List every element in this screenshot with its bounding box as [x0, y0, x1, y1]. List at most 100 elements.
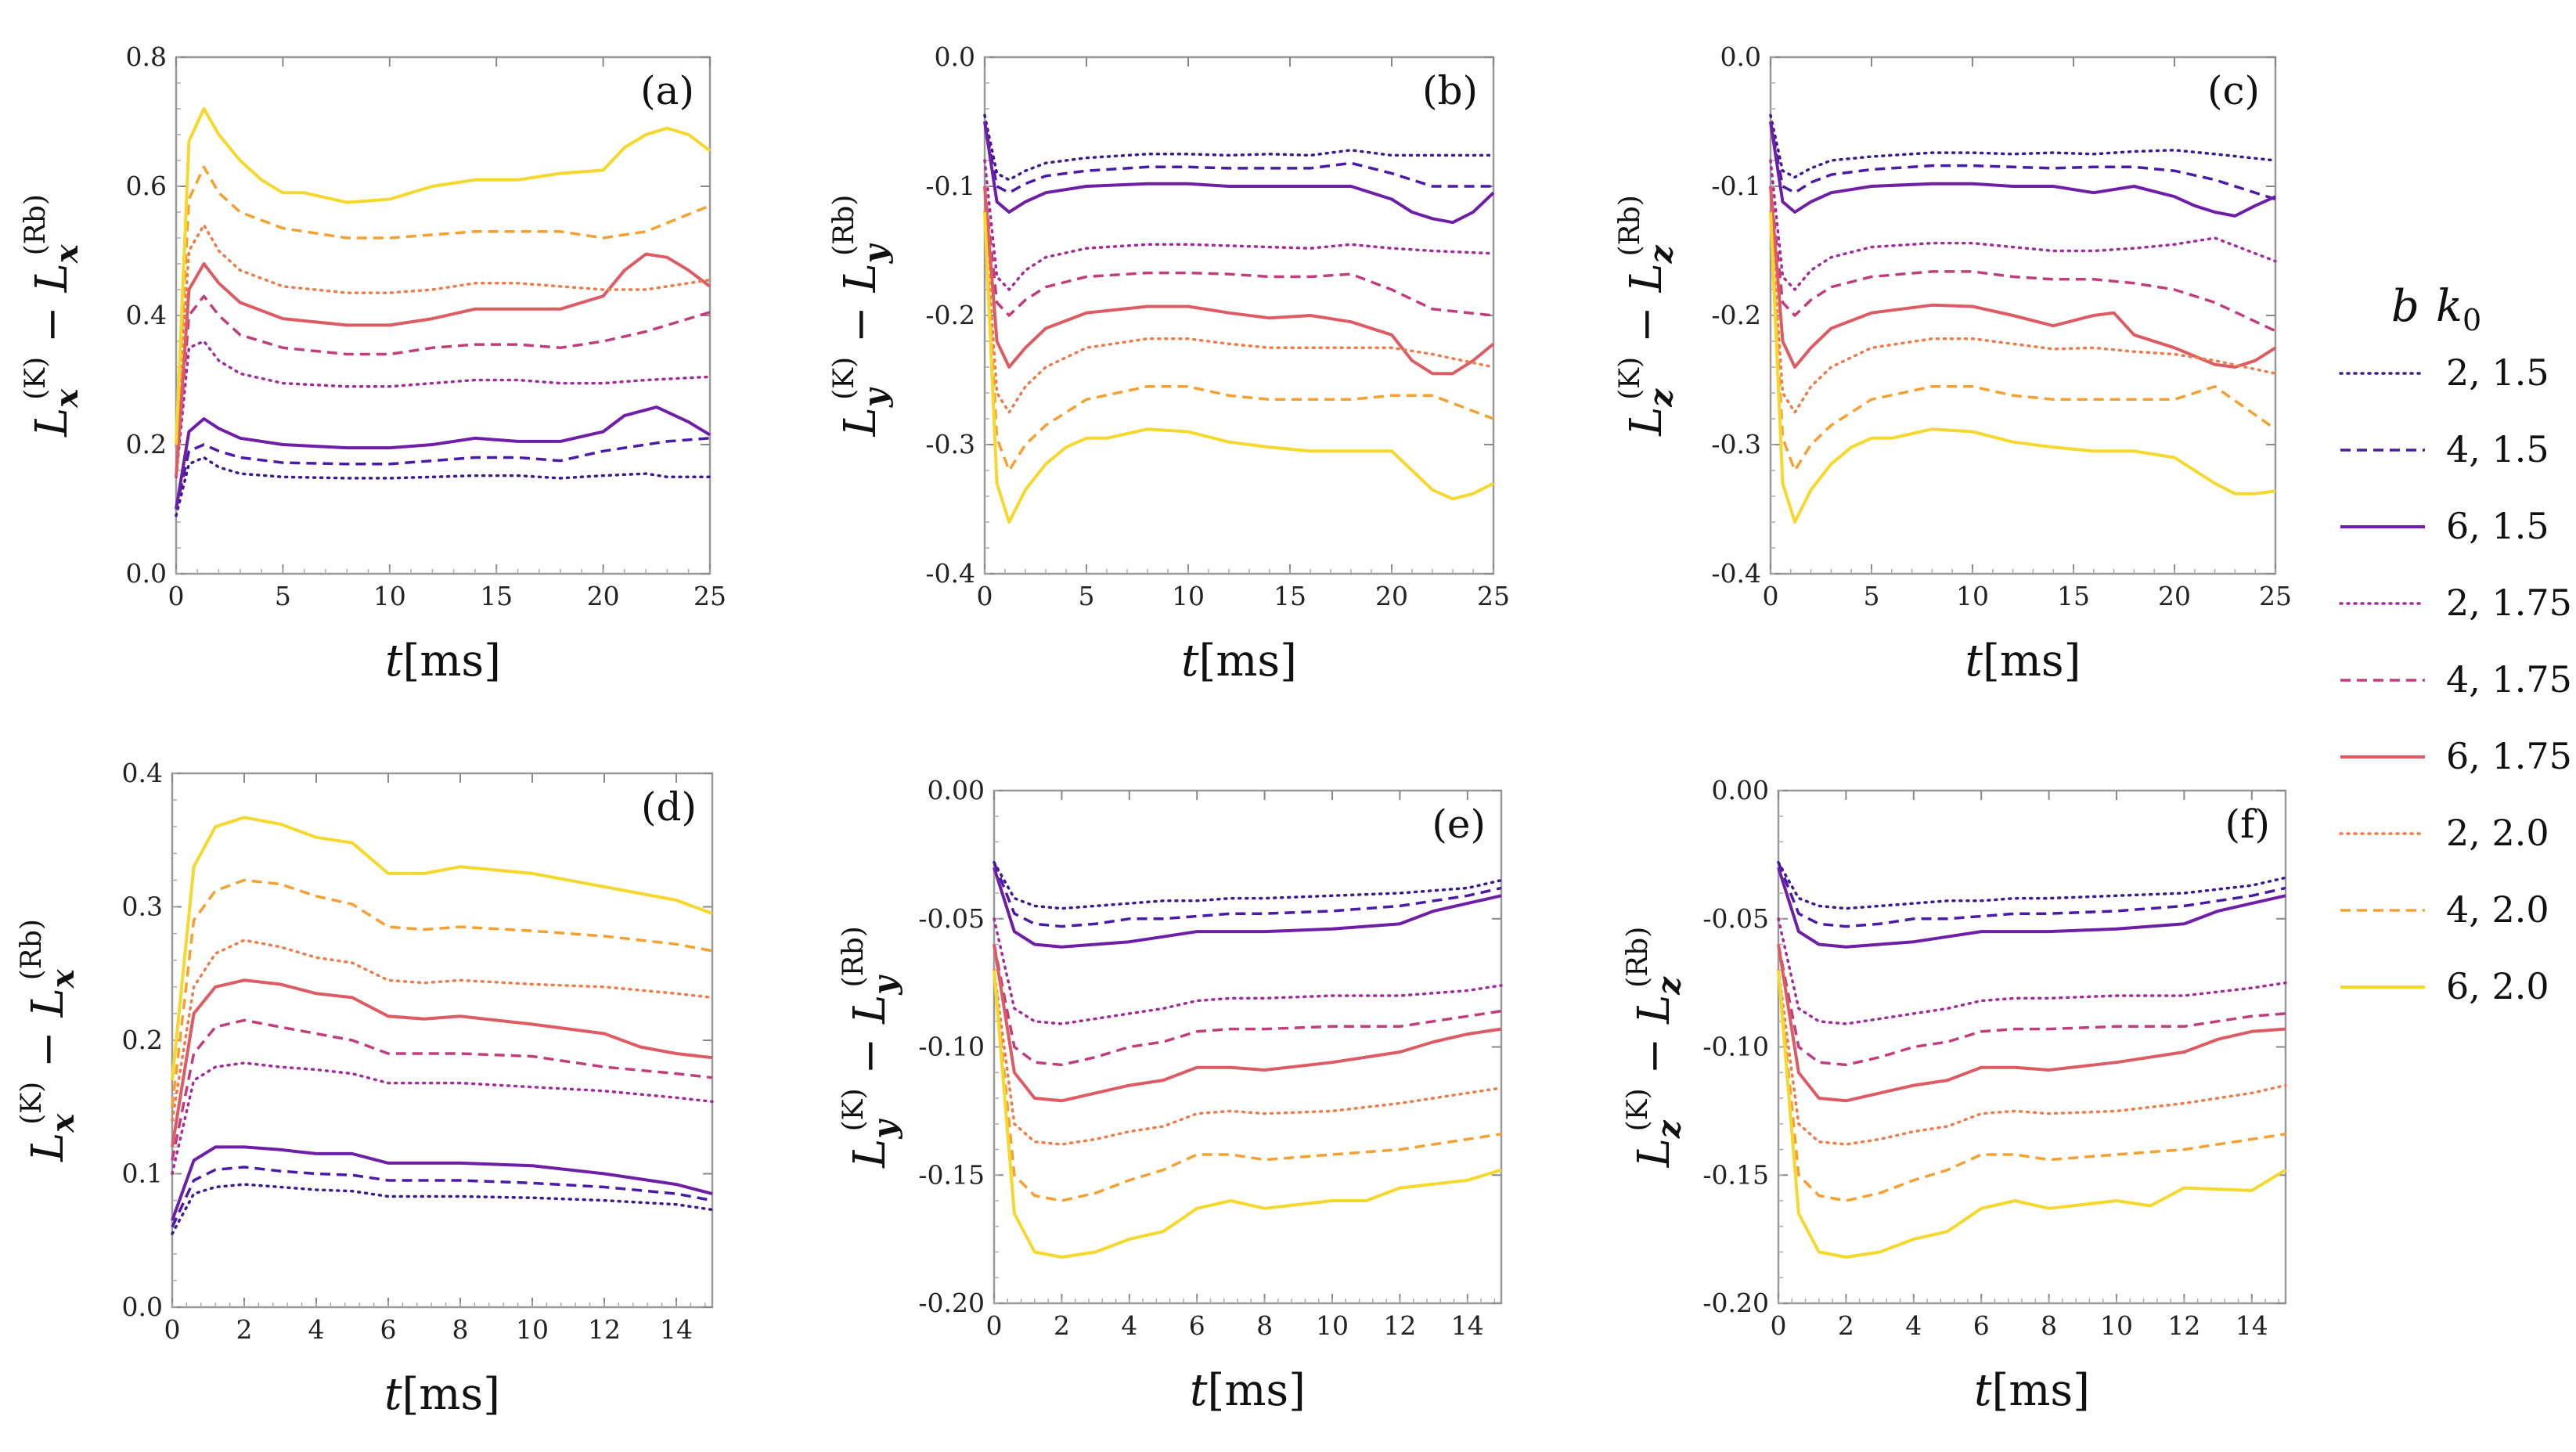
x-tick-label: 10 — [2100, 1310, 2133, 1341]
x-tick-label: 8 — [2041, 1310, 2057, 1341]
x-tick-label: 12 — [588, 1314, 621, 1345]
legend-label: 6, 1.5 — [2446, 505, 2549, 547]
series-line-b6-k1.5 — [171, 1145, 713, 1221]
series-line-b2-k1.75 — [983, 159, 1495, 291]
y-label-superscript-k: (K) — [1622, 1088, 1654, 1131]
y-tick-label: 0.00 — [928, 775, 985, 805]
y-tick-label: -0.05 — [918, 903, 985, 934]
y-axis-label: Lz(K) − Lz(Rb) — [1614, 195, 1680, 437]
x-tick-label: 2 — [1054, 1310, 1070, 1341]
y-label-subscript: x — [45, 1113, 81, 1133]
panel-label: (f) — [2225, 802, 2270, 847]
y-label-symbol: L — [23, 1133, 74, 1162]
series-line-b6-k1.75 — [993, 944, 1502, 1103]
x-axis-unit: [ms] — [1991, 1365, 2090, 1416]
series-line-b2-k1.5 — [1769, 113, 2277, 179]
x-tick-label: 10 — [1316, 1310, 1349, 1341]
y-label-symbol-2: L — [23, 988, 74, 1018]
x-tick-label: 6 — [1189, 1310, 1205, 1341]
series-line-b6-k2 — [171, 816, 713, 1081]
series-line-b2-k2 — [993, 968, 1503, 1146]
series-line-b2-k1.75 — [1769, 159, 2277, 291]
panel-d: 0 2 4 6 8 10 12 14 0.0 0.1 0.2 0.3 0.4 (d) t[ms] Lx(K) … — [16, 758, 714, 1420]
series-line-b2-k1.5 — [993, 860, 1503, 910]
y-tick-label: -0.1 — [1711, 171, 1761, 201]
legend-label: 2, 1.5 — [2446, 351, 2549, 394]
y-label-superscript-rb: (Rb) — [1622, 927, 1654, 988]
x-tick-label: 2 — [236, 1314, 253, 1345]
legend-label: 2, 1.75 — [2446, 582, 2572, 624]
legend-entry-b6-k2: 6, 2.0 — [2340, 965, 2549, 1007]
x-tick-label: 15 — [2057, 581, 2090, 611]
series-line-b4-k1.5 — [1769, 121, 2276, 201]
x-axis-unit: [ms] — [402, 1369, 500, 1420]
y-tick-label: -0.15 — [918, 1159, 985, 1190]
y-label-superscript-k: (K) — [20, 357, 52, 400]
y-label-symbol-2: L — [845, 995, 895, 1025]
x-tick-label: 0 — [164, 1314, 181, 1345]
series-line-b6-k2 — [1777, 970, 2287, 1259]
y-label-symbol-2: L — [835, 263, 886, 293]
x-tick-label: 4 — [1121, 1310, 1137, 1341]
legend: b k0 2, 1.5 4, 1.5 6, 1.5 2, 1.75 4, 1.75 6, … — [2339, 281, 2572, 1007]
legend-label: 6, 1.75 — [2446, 735, 2572, 777]
legend-label: 2, 2.0 — [2446, 812, 2549, 854]
series-line-b2-k1.5 — [1777, 860, 2287, 910]
series-line-b4-k1.75 — [1769, 186, 2276, 333]
y-label-subscript: y — [866, 1119, 903, 1140]
series-line-b2-k1.75 — [1777, 917, 2287, 1025]
panels: 0 5 10 15 20 250.00.20.40.60.8(a)t[ms]Lx(K) −… — [16, 41, 2292, 1420]
y-label-symbol: L — [27, 408, 77, 438]
x-axis-variable: t — [385, 636, 403, 686]
x-tick-label: 0 — [168, 581, 185, 611]
legend-entry-b2-k1.75: 2, 1.75 — [2339, 582, 2572, 624]
x-tick-label: 8 — [452, 1314, 469, 1345]
legend-entry-b2-k1.5: 2, 1.5 — [2339, 351, 2549, 394]
series-line-b6-k1.75 — [1769, 186, 2277, 369]
y-label-subscript: y — [857, 387, 894, 408]
series-line-b2-k1.75 — [993, 917, 1503, 1025]
y-label-symbol: L — [1621, 407, 1672, 437]
x-tick-label: 25 — [2259, 581, 2292, 611]
y-tick-label: 0.8 — [126, 41, 167, 72]
panel-label: (b) — [1422, 68, 1478, 113]
y-label-superscript-k: (K) — [838, 1088, 870, 1131]
series-line-b6-k1.75 — [983, 186, 1495, 376]
legend-header-k-sub: 0 — [2463, 303, 2481, 337]
series-line-b2-k1.5 — [175, 456, 712, 517]
panel-b: 0 5 10 15 20 25-0.4-0.3-0.2-0.10.0(b)t[ms]Ly(… — [828, 41, 1510, 686]
y-tick-label: 0.0 — [122, 1292, 163, 1322]
series-line-b4-k1.75 — [993, 944, 1502, 1067]
x-tick-label: 20 — [1375, 581, 1408, 611]
y-label-superscript-k: (K) — [16, 1082, 48, 1125]
x-axis-label: t[ms] — [385, 636, 501, 686]
series-line-b2-k2 — [175, 223, 712, 446]
x-axis-variable: t — [384, 1369, 402, 1420]
series-line-b2-k1.5 — [171, 1183, 714, 1235]
y-label-symbol: L — [835, 407, 886, 437]
y-axis-label: Ly(K) − Ly(Rb) — [838, 926, 903, 1169]
series-line-b2-k1.5 — [983, 113, 1495, 182]
panel-label: (c) — [2207, 68, 2260, 113]
series-line-b6-k1.5 — [983, 121, 1495, 225]
y-tick-label: -0.3 — [1711, 429, 1761, 459]
y-label-minus: − — [835, 292, 886, 357]
x-tick-label: 10 — [373, 581, 406, 611]
y-tick-label: -0.2 — [1711, 300, 1761, 330]
y-label-subscript-2: x — [49, 243, 85, 264]
y-label-subscript: z — [1643, 388, 1680, 408]
x-tick-label: 14 — [2236, 1310, 2268, 1341]
x-tick-label: 8 — [1256, 1310, 1273, 1341]
y-label-subscript-2: z — [1643, 244, 1680, 264]
legend-entry-b6-k1.75: 6, 1.75 — [2340, 735, 2572, 777]
y-label-subscript-2: y — [857, 243, 894, 264]
y-tick-label: 0.0 — [935, 41, 975, 72]
x-axis-variable: t — [1181, 636, 1199, 686]
x-tick-label: 20 — [587, 581, 620, 611]
series-line-b4-k1.5 — [993, 862, 1502, 928]
x-tick-label: 14 — [660, 1314, 693, 1345]
y-tick-label: -0.20 — [918, 1288, 985, 1318]
legend-entry-b4-k1.75: 4, 1.75 — [2340, 658, 2572, 701]
y-tick-label: -0.4 — [1711, 558, 1761, 589]
